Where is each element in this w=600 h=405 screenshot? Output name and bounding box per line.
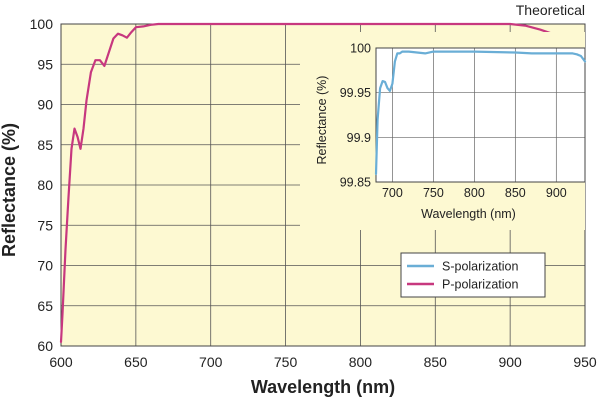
legend-box — [400, 252, 546, 298]
inset-y-tick-100: 100 — [350, 42, 371, 56]
inset-plot-area — [376, 48, 585, 182]
legend: S-polarization P-polarization — [400, 252, 546, 298]
main-x-tick-950: 950 — [573, 354, 597, 370]
inset-x-axis-title: Wavelength (nm) — [421, 207, 516, 221]
main-y-tick-75: 75 — [37, 217, 53, 233]
main-y-tick-80: 80 — [37, 177, 53, 193]
inset-y-axis-title: Reflectance (%) — [315, 76, 329, 165]
inset-x-tick-900: 900 — [546, 186, 567, 200]
inset-y-tick-99_95: 99.95 — [340, 86, 371, 100]
main-series-lines — [59, 22, 554, 344]
inset-x-tick-850: 850 — [505, 186, 526, 200]
inset-y-tick-labels: 99.85 99.9 99.95 100 — [340, 42, 371, 190]
main-y-tick-100: 100 — [30, 16, 54, 32]
inset-y-tick-99_9: 99.9 — [347, 131, 371, 145]
main-y-tick-70: 70 — [37, 258, 53, 274]
inset-series-s-polarization — [374, 50, 587, 176]
main-x-tick-labels: 600 650 700 750 800 850 900 950 — [49, 354, 597, 370]
main-y-tick-95: 95 — [37, 56, 53, 72]
theoretical-label: Theoretical — [516, 2, 585, 18]
legend-label-p-polarization: P-polarization — [442, 278, 518, 292]
main-y-tick-65: 65 — [37, 298, 53, 314]
inset-gridlines — [376, 48, 585, 182]
main-x-tick-750: 750 — [274, 354, 298, 370]
legend-label-s-polarization: S-polarization — [442, 260, 518, 274]
main-x-tick-900: 900 — [498, 354, 522, 370]
inset-x-tick-800: 800 — [464, 186, 485, 200]
main-x-tick-650: 650 — [124, 354, 148, 370]
main-x-tick-600: 600 — [49, 354, 73, 370]
inset-y-tick-99_85: 99.85 — [340, 176, 371, 190]
main-x-tick-800: 800 — [349, 354, 373, 370]
main-y-tick-60: 60 — [37, 338, 53, 354]
main-y-tick-90: 90 — [37, 97, 53, 113]
inset-x-tick-labels: 700 750 800 850 900 — [382, 186, 567, 200]
main-series-p-polarization — [59, 22, 554, 344]
main-y-tick-labels: 60 65 70 75 80 85 90 95 100 — [30, 16, 54, 354]
inset-x-tick-750: 750 — [423, 186, 444, 200]
main-x-tick-850: 850 — [424, 354, 448, 370]
main-x-axis-title: Wavelength (nm) — [251, 377, 395, 397]
main-y-axis-title: Reflectance (%) — [0, 123, 19, 257]
main-x-tick-700: 700 — [199, 354, 223, 370]
inset-x-tick-700: 700 — [382, 186, 403, 200]
inset-series-lines — [374, 50, 587, 176]
main-y-tick-85: 85 — [37, 137, 53, 153]
inset-plot-frame — [375, 47, 586, 183]
